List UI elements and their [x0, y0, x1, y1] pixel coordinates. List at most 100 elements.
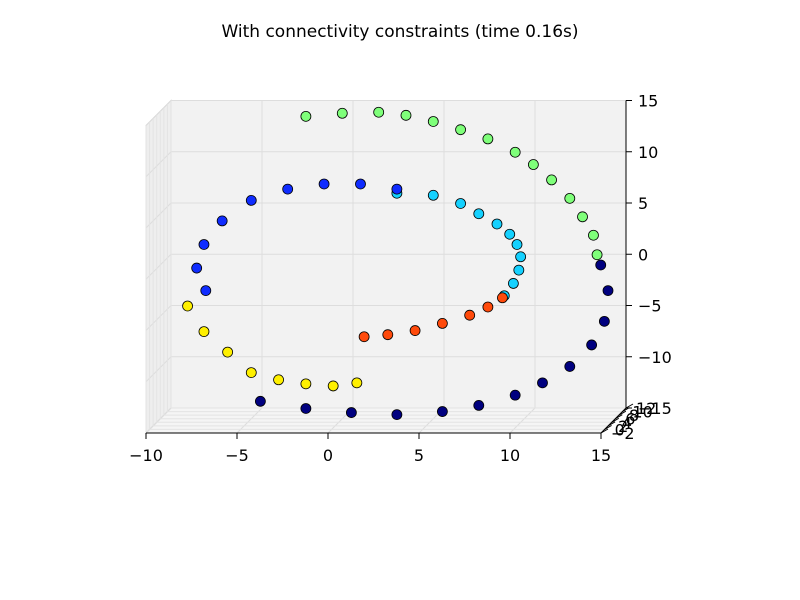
- point-cluster_cyan: [504, 228, 516, 240]
- point-cluster_yellow: [222, 346, 234, 358]
- point-cluster_cyan: [513, 264, 525, 276]
- y-tick: [611, 417, 619, 423]
- point-cluster_navy: [598, 315, 610, 327]
- point-cluster_blue: [391, 183, 403, 195]
- grid-z-side: [145, 253, 172, 280]
- z-tick-label: −5: [638, 297, 662, 316]
- point-cluster_green: [527, 159, 539, 170]
- y-tick-label: 8: [629, 406, 639, 425]
- point-cluster_blue: [216, 215, 228, 227]
- point-cluster_navy: [537, 377, 548, 389]
- point-cluster_green: [546, 174, 557, 186]
- point-cluster_blue: [200, 285, 212, 296]
- y-tick: [615, 414, 623, 420]
- point-cluster_navy: [564, 361, 576, 372]
- point-cluster_navy: [602, 285, 614, 296]
- y-tick-label: 4: [622, 413, 632, 432]
- grid-z-side: [145, 100, 172, 126]
- point-cluster_cyan: [427, 189, 439, 201]
- point-cluster_green: [455, 124, 466, 136]
- x-tick-label: −5: [225, 446, 249, 465]
- point-cluster_navy: [254, 395, 266, 407]
- point-cluster_green: [482, 133, 494, 145]
- point-cluster_yellow: [351, 377, 363, 389]
- point-cluster_green: [336, 107, 348, 119]
- point-cluster_red: [464, 309, 476, 321]
- z-tick-label: −10: [638, 348, 672, 367]
- chart-title: With connectivity constraints (time 0.16…: [221, 22, 579, 42]
- x-tick-label: 15: [591, 446, 611, 465]
- point-cluster_blue: [191, 262, 203, 274]
- grid-z-side: [145, 202, 172, 229]
- y-tick: [607, 421, 616, 427]
- point-cluster_red: [482, 301, 494, 313]
- z-tick-label: 0: [638, 245, 648, 264]
- point-cluster_navy: [586, 339, 598, 351]
- point-cluster_red: [358, 331, 370, 343]
- y-tick: [618, 410, 627, 416]
- point-cluster_yellow: [327, 380, 339, 392]
- y-tick: [600, 428, 609, 434]
- point-cluster_cyan: [491, 218, 503, 230]
- y-tick-label: 12: [636, 399, 656, 418]
- point-cluster_yellow: [198, 326, 210, 337]
- y-tick-label: 6: [625, 410, 635, 429]
- point-cluster_green: [509, 146, 521, 158]
- point-cluster_blue: [282, 183, 294, 195]
- grid-z-side: [145, 305, 172, 331]
- point-cluster_navy: [509, 389, 521, 401]
- point-cluster_navy: [345, 407, 357, 418]
- point-cluster_blue: [318, 178, 330, 190]
- z-tick-label: −15: [638, 399, 672, 418]
- point-cluster_red: [497, 292, 508, 304]
- y-tick: [625, 403, 634, 409]
- x-tick-label: 0: [323, 446, 333, 465]
- y-tick-label: 10: [632, 403, 652, 422]
- point-cluster_cyan: [455, 198, 466, 209]
- point-cluster_navy: [473, 399, 485, 411]
- y-tick-label: 2: [618, 417, 628, 436]
- point-cluster_cyan: [507, 278, 519, 289]
- point-cluster_yellow: [273, 374, 284, 386]
- point-cluster_blue: [198, 239, 210, 250]
- point-cluster_green: [591, 249, 603, 261]
- point-cluster_yellow: [300, 378, 312, 390]
- grid-z-side: [145, 356, 172, 383]
- z-tick-label: 5: [638, 194, 648, 213]
- y-tick: [604, 424, 612, 430]
- point-cluster_green: [373, 106, 385, 118]
- y-tick-label: 0: [615, 420, 625, 439]
- grid-x-floor: [509, 407, 536, 434]
- point-cluster_yellow: [245, 367, 257, 378]
- point-cluster_yellow: [182, 300, 193, 312]
- x-tick-label: 5: [414, 446, 424, 465]
- y-tick-label: −2: [611, 424, 635, 443]
- grid-z-side: [145, 151, 172, 178]
- point-cluster_green: [400, 109, 412, 121]
- point-cluster_navy: [391, 409, 403, 421]
- point-cluster_red: [409, 325, 421, 336]
- point-cluster_navy: [300, 403, 312, 414]
- point-cluster_cyan: [473, 208, 485, 220]
- grid-x-floor: [236, 407, 263, 434]
- x-tick-label: 10: [500, 446, 520, 465]
- point-cluster_cyan: [515, 251, 527, 263]
- point-cluster_green: [427, 116, 439, 127]
- point-cluster_cyan: [511, 239, 523, 250]
- point-cluster_green: [300, 110, 312, 122]
- point-cluster_green: [588, 229, 599, 241]
- point-cluster_green: [564, 192, 576, 204]
- point-cluster_red: [382, 329, 394, 341]
- grid-z-side: [145, 407, 172, 434]
- x-tick-label: −10: [129, 446, 163, 465]
- point-cluster_navy: [595, 259, 607, 271]
- z-tick-label: 15: [638, 92, 658, 111]
- point-cluster_green: [577, 211, 588, 223]
- point-cluster_blue: [355, 178, 366, 190]
- z-tick-label: 10: [638, 143, 658, 162]
- point-cluster_red: [436, 317, 448, 329]
- point-cluster_navy: [436, 406, 448, 417]
- point-cluster_blue: [245, 194, 257, 206]
